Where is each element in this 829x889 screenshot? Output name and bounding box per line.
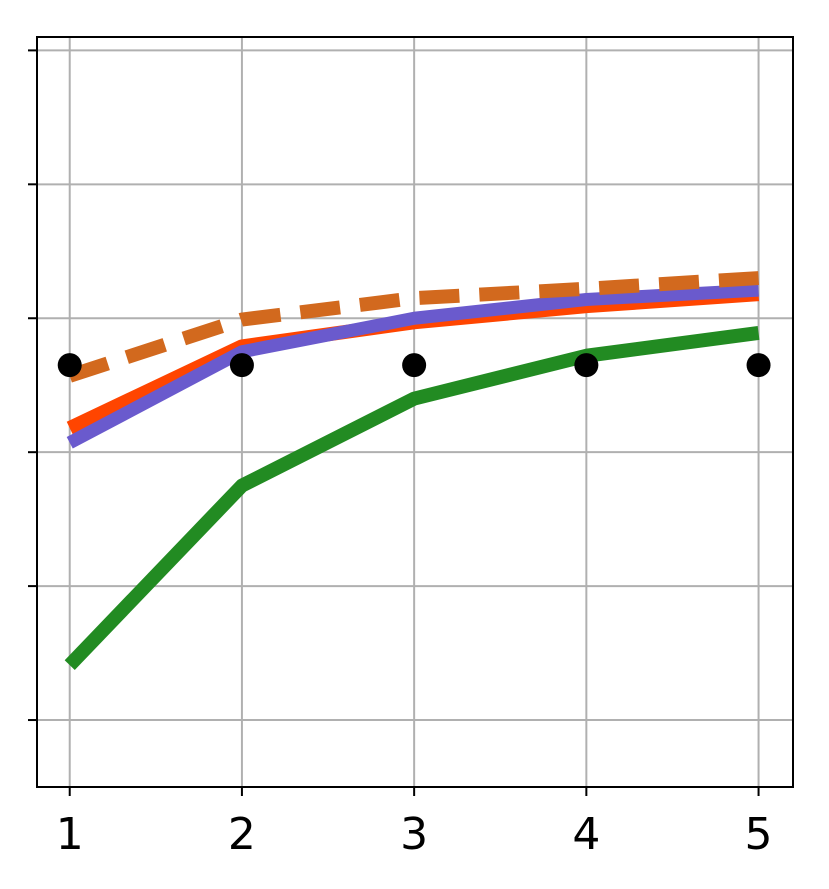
x-tick-label: 5: [745, 809, 773, 860]
x-tick-label: 1: [56, 809, 84, 860]
x-tick-label: 3: [400, 809, 428, 860]
point: [229, 353, 254, 378]
point: [57, 353, 82, 378]
series-line: [66, 283, 759, 449]
series-line: [67, 271, 759, 383]
point: [402, 353, 427, 378]
point: [574, 353, 599, 378]
x-tick-label: 2: [228, 809, 256, 860]
series-line: [64, 326, 760, 670]
x-tick-label: 4: [572, 809, 600, 860]
plot-frame: [36, 36, 794, 788]
point: [746, 353, 771, 378]
